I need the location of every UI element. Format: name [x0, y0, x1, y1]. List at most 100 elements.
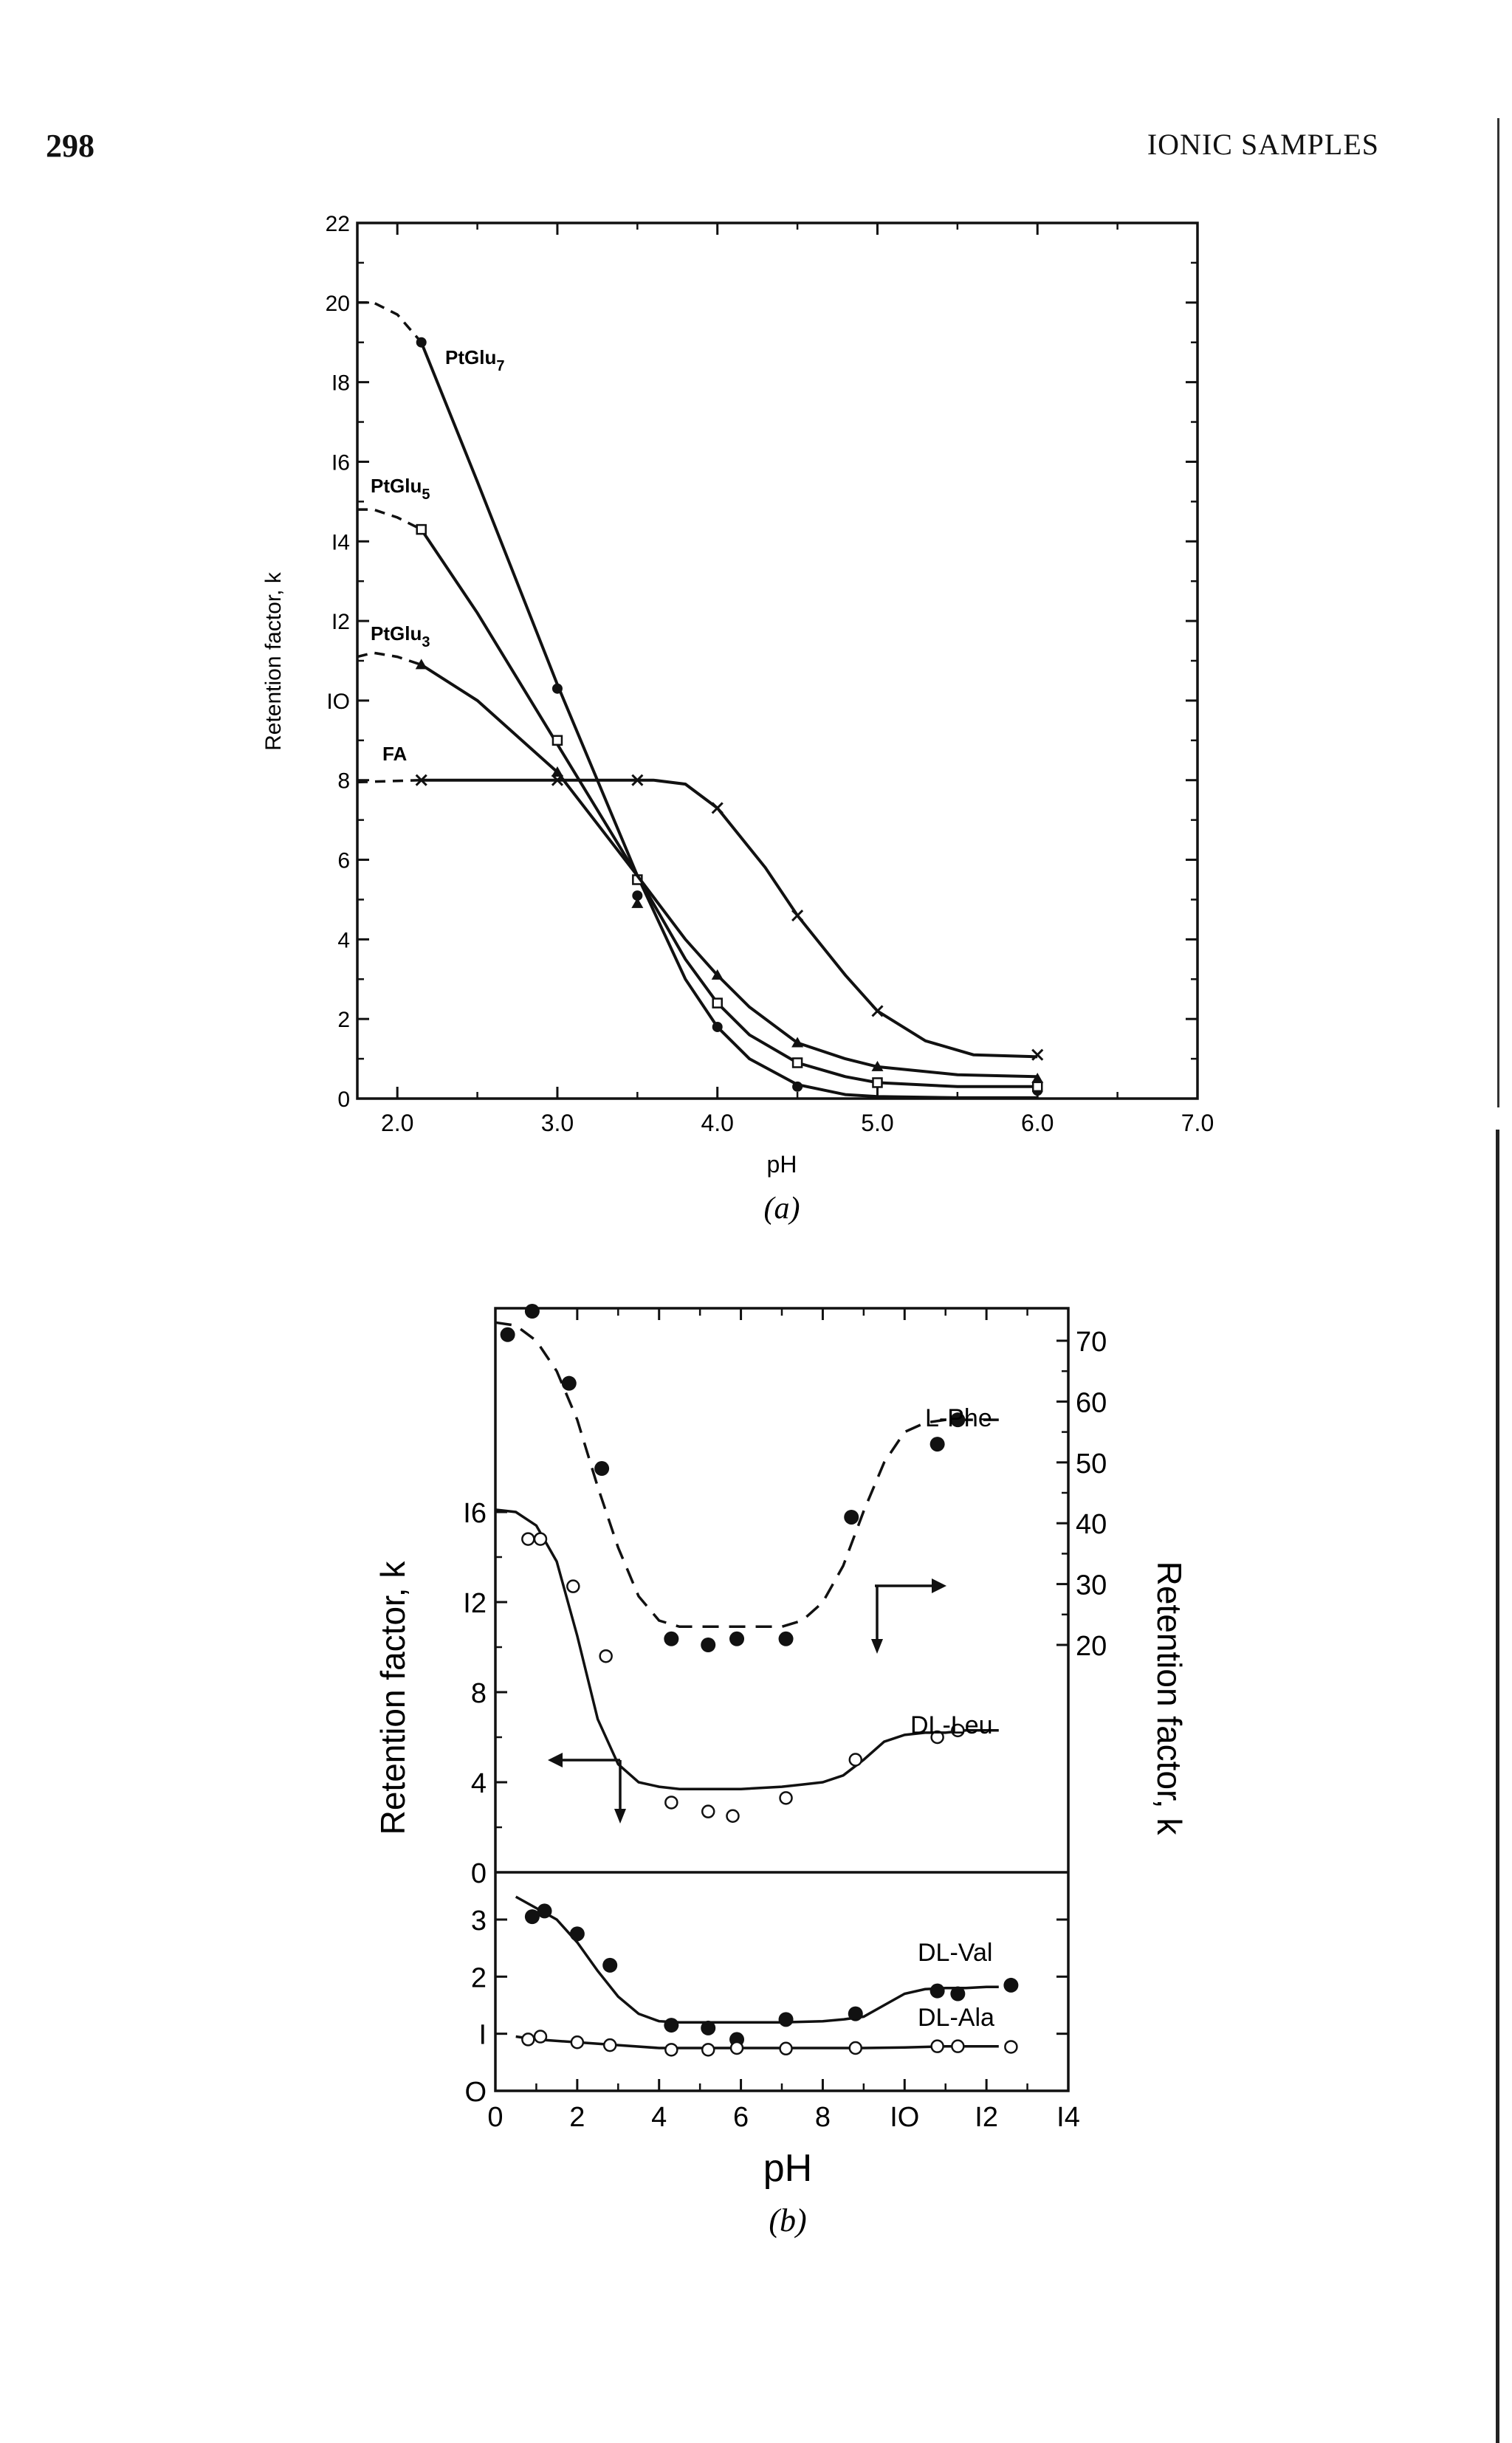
data-point [415, 659, 427, 670]
x-tick-label: 2.0 [381, 1110, 413, 1136]
series-dashed-line [357, 651, 422, 667]
data-point [701, 2043, 715, 2057]
series-label: FA [382, 743, 407, 765]
running-head: IONIC SAMPLES [1147, 128, 1379, 161]
series-line [419, 341, 1038, 1099]
data-point [871, 1060, 884, 1071]
data-point [712, 1021, 723, 1032]
data-point [664, 2018, 679, 2033]
series-line [495, 1508, 999, 1790]
data-point [711, 802, 724, 814]
data-point [701, 1804, 715, 1818]
page-number: 298 [46, 128, 94, 164]
data-point [415, 774, 427, 786]
series-dashed-line [357, 778, 422, 784]
data-point [631, 774, 644, 786]
series-label: PtGlu3 [371, 622, 430, 650]
data-point [521, 1532, 535, 1546]
data-point [551, 735, 563, 746]
y-tick-label-lower: 2 [471, 1962, 487, 1993]
series-line [515, 2035, 999, 2049]
data-point [848, 2041, 863, 2055]
series-label-main: PtGlu [371, 475, 422, 497]
series-dashed-line [357, 508, 422, 531]
y-tick-label: 0 [337, 1088, 350, 1112]
series-label: DL-Ala [918, 2004, 994, 2032]
series-label-subscript: 7 [496, 358, 504, 374]
x-tick-label: 8 [815, 2102, 831, 2133]
series-label-main: PtGlu [445, 346, 496, 368]
data-point [1031, 1048, 1044, 1061]
data-point [664, 1631, 679, 1646]
y-tick-label-left: I2 [463, 1588, 487, 1619]
data-point [664, 1796, 678, 1810]
data-point [602, 1957, 618, 1973]
y-tick-label-left: I6 [463, 1498, 487, 1529]
x-tick-label: 6.0 [1021, 1110, 1054, 1136]
data-point [521, 2033, 535, 2047]
data-point [602, 2038, 617, 2052]
data-point [951, 2039, 965, 2053]
y-tick-label-right: 50 [1076, 1449, 1107, 1480]
data-point [664, 2043, 678, 2057]
x-tick-label: IO [890, 2102, 919, 2133]
data-point [533, 1532, 548, 1546]
left-axis-arrow-head [548, 1753, 563, 1767]
data-point [561, 1375, 577, 1391]
data-point [779, 2041, 793, 2056]
series-label: DL-Val [918, 1939, 992, 1967]
series-label: DL-Leu [910, 1711, 993, 1739]
x-axis-label: pH [763, 2147, 812, 2190]
series-label: PtGlu7 [445, 346, 504, 374]
y-tick-label-right: 70 [1076, 1327, 1107, 1358]
data-point [1031, 1073, 1044, 1084]
data-point [950, 1412, 966, 1428]
data-point [631, 897, 644, 908]
series-label: L-Phe [925, 1404, 992, 1432]
data-point [791, 1057, 803, 1068]
y-tick-label: 6 [337, 849, 350, 873]
data-point [569, 1926, 585, 1942]
data-point [729, 1631, 745, 1646]
data-point [566, 1579, 580, 1593]
data-point [551, 766, 563, 777]
y-tick-label: 20 [326, 292, 350, 316]
data-point [726, 1809, 740, 1823]
series-label-main: PtGlu [371, 622, 422, 645]
x-tick-label: 3.0 [541, 1110, 574, 1136]
y-tick-label-right: 60 [1076, 1387, 1107, 1418]
data-point [500, 1327, 515, 1342]
data-point [729, 2041, 744, 2055]
data-point [791, 909, 804, 922]
y-tick-label-right: 20 [1076, 1631, 1107, 1662]
data-point [594, 1461, 610, 1477]
data-point [551, 683, 563, 694]
data-point [632, 890, 643, 901]
data-point [930, 1730, 944, 1745]
left-axis-arrow-drop-head [614, 1809, 626, 1824]
page-edge-line [1497, 118, 1499, 1107]
y-tick-label: 4 [337, 928, 350, 952]
y-tick-label: 2 [337, 1008, 350, 1032]
data-point [701, 2020, 716, 2035]
data-point [951, 1723, 965, 1738]
x-tick-label: 0 [487, 2102, 503, 2133]
data-point [537, 1903, 552, 1919]
panel-label: (b) [769, 2202, 806, 2238]
data-point [778, 2012, 794, 2027]
data-point [524, 1909, 540, 1925]
data-point [1004, 2040, 1018, 2054]
y-tick-label: 8 [337, 769, 350, 794]
data-point [779, 1791, 793, 1805]
series-label: PtGlu5 [371, 475, 430, 503]
y-tick-label-left: 4 [471, 1768, 487, 1799]
y-axis-label-left: Retention factor, k [374, 1561, 412, 1835]
data-point [711, 969, 724, 980]
y-tick-label: I4 [331, 530, 350, 554]
right-axis-arrow-head [932, 1578, 946, 1593]
data-point [551, 774, 564, 786]
y-tick-label-left: 0 [471, 1858, 487, 1889]
data-point [712, 997, 723, 1009]
data-point [844, 1509, 859, 1525]
data-point [848, 1753, 863, 1767]
